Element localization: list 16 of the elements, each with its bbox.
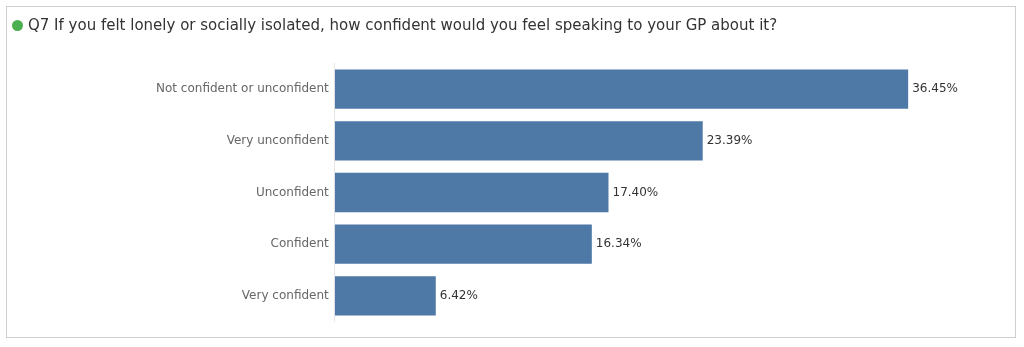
y-tick-label: Unconfident [255, 184, 330, 199]
chart-title: Q7 If you felt lonely or socially isolated, how confident would you feel speaking to your GP about it? [28, 16, 778, 34]
data-label: 36.45% [912, 81, 958, 96]
bar [334, 121, 703, 161]
y-tick-label: Confident [270, 236, 330, 251]
bar [334, 69, 909, 109]
bar [334, 224, 592, 264]
data-label: 16.34% [595, 236, 642, 251]
bar [334, 172, 609, 213]
data-label: 23.39% [706, 132, 753, 147]
data-label: 17.40% [612, 184, 659, 199]
y-tick-label: Very unconfident [226, 132, 330, 147]
y-tick-label: Not confident or unconfident [156, 81, 330, 96]
y-tick-label: Very confident [241, 288, 330, 303]
bar [334, 276, 436, 316]
data-label: 6.42% [439, 288, 478, 303]
